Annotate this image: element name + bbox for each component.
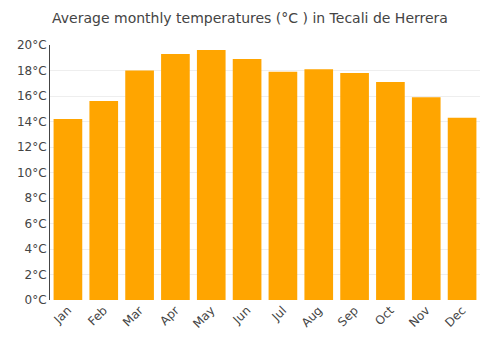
svg-text:May: May xyxy=(190,303,217,330)
svg-text:20°C: 20°C xyxy=(17,38,47,52)
svg-text:14°C: 14°C xyxy=(17,115,47,129)
svg-text:Average monthly temperatures (: Average monthly temperatures (°C ) in Te… xyxy=(52,10,448,26)
svg-text:16°C: 16°C xyxy=(17,89,47,103)
svg-text:Feb: Feb xyxy=(85,303,110,328)
svg-text:12°C: 12°C xyxy=(17,140,47,154)
svg-text:Apr: Apr xyxy=(157,303,182,328)
svg-text:4°C: 4°C xyxy=(25,242,47,256)
svg-text:Jan: Jan xyxy=(51,303,75,327)
svg-text:8°C: 8°C xyxy=(25,191,47,205)
svg-text:Jul: Jul xyxy=(268,303,289,324)
svg-text:6°C: 6°C xyxy=(25,217,47,231)
svg-text:Oct: Oct xyxy=(372,303,397,328)
svg-text:Sep: Sep xyxy=(335,303,361,329)
svg-text:Dec: Dec xyxy=(442,303,468,329)
svg-text:10°C: 10°C xyxy=(17,166,47,180)
svg-text:2°C: 2°C xyxy=(25,268,47,282)
svg-text:Aug: Aug xyxy=(299,303,325,329)
svg-text:Mar: Mar xyxy=(120,303,146,329)
svg-text:Jun: Jun xyxy=(230,303,254,327)
svg-text:Nov: Nov xyxy=(406,303,432,329)
svg-text:0°C: 0°C xyxy=(25,293,47,307)
svg-text:18°C: 18°C xyxy=(17,64,47,78)
